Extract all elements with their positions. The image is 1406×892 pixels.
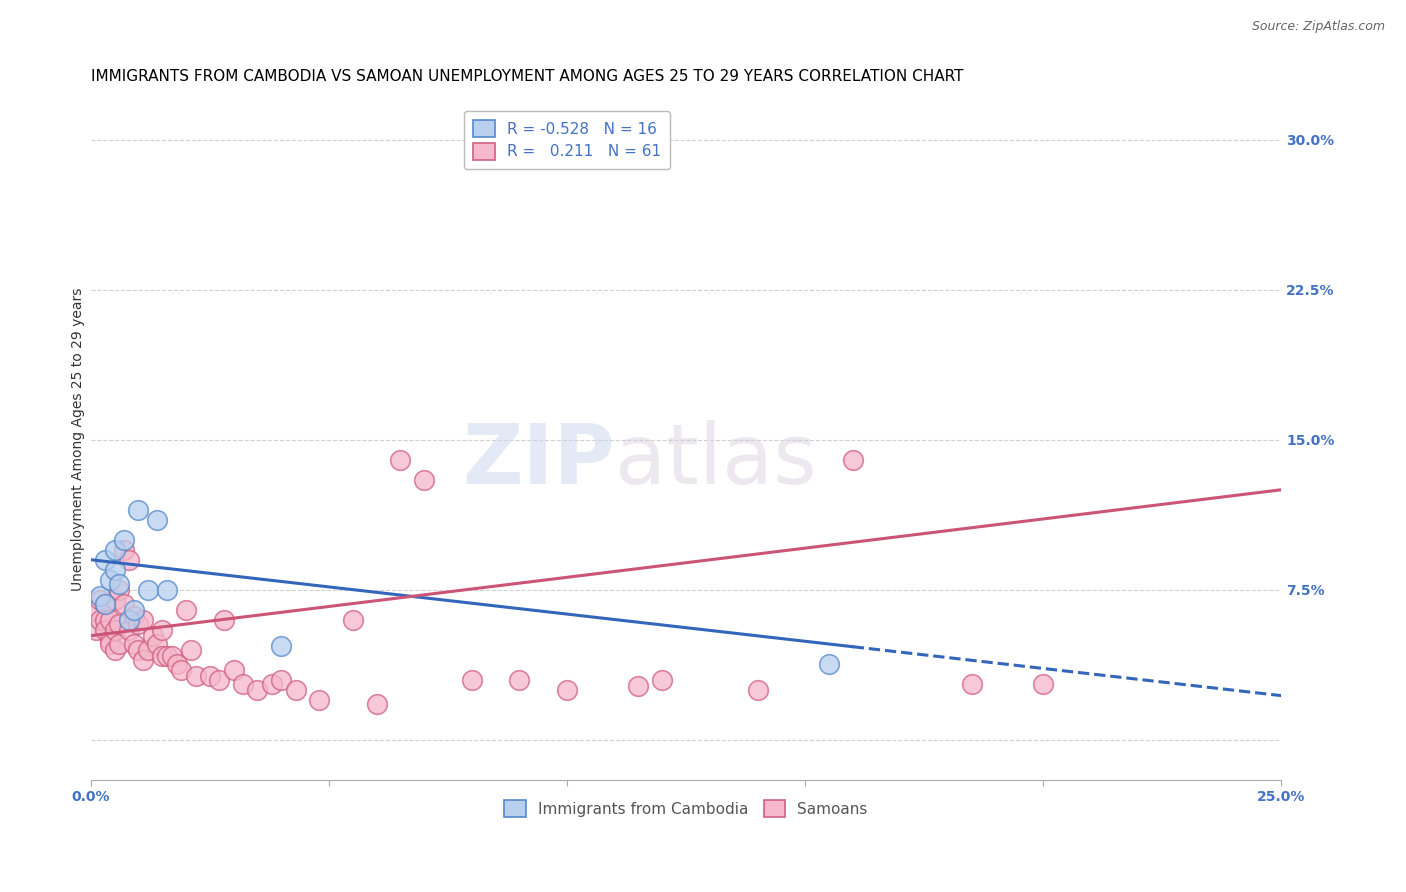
Point bbox=[98, 632, 121, 647]
Point bbox=[270, 673, 292, 687]
Point bbox=[84, 603, 107, 617]
Y-axis label: Unemployment Among Ages 25 to 29 years: Unemployment Among Ages 25 to 29 years bbox=[72, 288, 86, 591]
Point bbox=[284, 682, 307, 697]
Point bbox=[170, 663, 193, 677]
Point bbox=[108, 637, 131, 651]
Point bbox=[108, 616, 131, 631]
Point bbox=[747, 682, 769, 697]
Point bbox=[156, 582, 179, 597]
Text: Source: ZipAtlas.com: Source: ZipAtlas.com bbox=[1251, 20, 1385, 33]
Point bbox=[308, 692, 330, 706]
Point bbox=[132, 653, 155, 667]
Point bbox=[98, 573, 121, 587]
Point bbox=[413, 473, 436, 487]
Point bbox=[260, 676, 283, 690]
Point bbox=[150, 648, 173, 663]
Point bbox=[627, 679, 650, 693]
Point bbox=[222, 663, 245, 677]
Point bbox=[112, 597, 135, 611]
Point bbox=[112, 533, 135, 547]
Point bbox=[461, 673, 484, 687]
Point bbox=[651, 673, 673, 687]
Point bbox=[122, 637, 145, 651]
Point bbox=[270, 639, 292, 653]
Point bbox=[212, 613, 235, 627]
Point bbox=[246, 682, 269, 697]
Point bbox=[180, 642, 202, 657]
Point bbox=[94, 552, 117, 566]
Point bbox=[156, 648, 179, 663]
Point bbox=[1032, 676, 1054, 690]
Point bbox=[136, 642, 159, 657]
Point bbox=[89, 592, 111, 607]
Point bbox=[89, 589, 111, 603]
Point bbox=[122, 603, 145, 617]
Point bbox=[118, 613, 141, 627]
Point bbox=[104, 642, 127, 657]
Point bbox=[104, 542, 127, 557]
Point bbox=[127, 616, 149, 631]
Point bbox=[136, 582, 159, 597]
Point bbox=[127, 502, 149, 516]
Text: ZIP: ZIP bbox=[463, 419, 614, 500]
Point bbox=[104, 563, 127, 577]
Point bbox=[146, 637, 169, 651]
Point bbox=[104, 592, 127, 607]
Point bbox=[508, 673, 530, 687]
Point bbox=[94, 623, 117, 637]
Point bbox=[94, 597, 117, 611]
Legend: Immigrants from Cambodia, Samoans: Immigrants from Cambodia, Samoans bbox=[498, 794, 875, 823]
Point bbox=[160, 648, 183, 663]
Point bbox=[104, 623, 127, 637]
Point bbox=[84, 623, 107, 637]
Point bbox=[142, 629, 165, 643]
Point bbox=[127, 642, 149, 657]
Point bbox=[108, 576, 131, 591]
Point bbox=[342, 613, 364, 627]
Point bbox=[94, 597, 117, 611]
Point bbox=[232, 676, 254, 690]
Point bbox=[184, 668, 207, 682]
Point bbox=[94, 613, 117, 627]
Point bbox=[555, 682, 578, 697]
Point bbox=[108, 582, 131, 597]
Point bbox=[112, 542, 135, 557]
Point bbox=[132, 613, 155, 627]
Point bbox=[389, 452, 412, 467]
Point bbox=[166, 657, 188, 671]
Point bbox=[366, 697, 388, 711]
Point bbox=[150, 623, 173, 637]
Text: atlas: atlas bbox=[614, 419, 817, 500]
Point bbox=[842, 452, 865, 467]
Point bbox=[146, 513, 169, 527]
Text: IMMIGRANTS FROM CAMBODIA VS SAMOAN UNEMPLOYMENT AMONG AGES 25 TO 29 YEARS CORREL: IMMIGRANTS FROM CAMBODIA VS SAMOAN UNEMP… bbox=[91, 69, 963, 84]
Point bbox=[98, 637, 121, 651]
Point bbox=[818, 657, 841, 671]
Point bbox=[198, 668, 221, 682]
Point bbox=[208, 673, 231, 687]
Point bbox=[118, 623, 141, 637]
Point bbox=[122, 608, 145, 623]
Point bbox=[174, 603, 197, 617]
Point bbox=[960, 676, 983, 690]
Point bbox=[118, 552, 141, 566]
Point bbox=[98, 613, 121, 627]
Point bbox=[89, 613, 111, 627]
